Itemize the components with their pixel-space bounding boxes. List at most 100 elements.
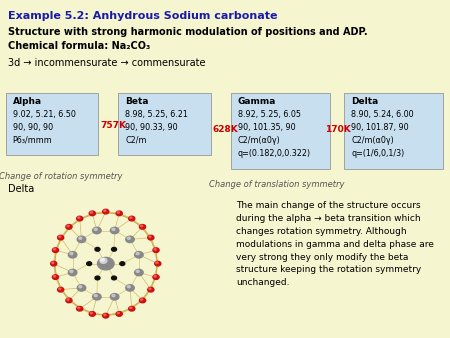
Text: C2/m(α0γ): C2/m(α0γ) bbox=[238, 136, 280, 145]
Circle shape bbox=[66, 224, 72, 229]
Text: 90, 90.33, 90: 90, 90.33, 90 bbox=[125, 123, 178, 132]
Circle shape bbox=[140, 298, 146, 303]
Circle shape bbox=[155, 261, 161, 266]
Circle shape bbox=[116, 312, 122, 316]
Circle shape bbox=[154, 275, 156, 277]
Circle shape bbox=[76, 307, 83, 311]
Circle shape bbox=[90, 212, 92, 213]
Text: Gamma: Gamma bbox=[238, 97, 276, 106]
Circle shape bbox=[67, 225, 69, 227]
FancyBboxPatch shape bbox=[231, 93, 330, 169]
Text: Example 5.2: Anhydrous Sodium carbonate: Example 5.2: Anhydrous Sodium carbonate bbox=[8, 11, 278, 21]
Circle shape bbox=[156, 262, 158, 264]
Text: 170K: 170K bbox=[325, 125, 351, 134]
Circle shape bbox=[130, 217, 132, 218]
Circle shape bbox=[153, 275, 159, 280]
FancyBboxPatch shape bbox=[6, 93, 98, 155]
Circle shape bbox=[79, 237, 82, 239]
Text: Delta: Delta bbox=[8, 184, 34, 194]
Circle shape bbox=[52, 275, 58, 280]
Circle shape bbox=[98, 258, 114, 270]
Circle shape bbox=[54, 248, 56, 250]
Circle shape bbox=[70, 270, 73, 272]
Circle shape bbox=[136, 252, 139, 255]
Circle shape bbox=[89, 211, 95, 216]
Circle shape bbox=[100, 258, 107, 263]
Circle shape bbox=[127, 286, 130, 288]
Text: q=(1/6,0,1/3): q=(1/6,0,1/3) bbox=[351, 149, 404, 158]
Circle shape bbox=[89, 312, 95, 316]
Circle shape bbox=[77, 285, 86, 291]
Circle shape bbox=[94, 294, 97, 297]
Circle shape bbox=[116, 211, 122, 216]
Text: The main change of the structure occurs
during the alpha → beta transition which: The main change of the structure occurs … bbox=[236, 201, 434, 287]
Circle shape bbox=[58, 287, 64, 292]
Circle shape bbox=[76, 216, 83, 221]
Circle shape bbox=[117, 212, 119, 213]
Text: Change of rotation symmetry: Change of rotation symmetry bbox=[0, 172, 122, 182]
Text: Alpha: Alpha bbox=[13, 97, 42, 106]
Circle shape bbox=[70, 252, 73, 255]
Circle shape bbox=[52, 262, 54, 264]
Circle shape bbox=[117, 312, 119, 314]
Circle shape bbox=[148, 235, 154, 240]
Circle shape bbox=[110, 227, 119, 234]
Circle shape bbox=[126, 285, 134, 291]
Text: C2/m(α0γ): C2/m(α0γ) bbox=[351, 136, 394, 145]
Circle shape bbox=[112, 247, 117, 251]
Circle shape bbox=[77, 236, 86, 243]
Circle shape bbox=[153, 248, 159, 252]
Circle shape bbox=[104, 210, 106, 212]
Circle shape bbox=[90, 312, 92, 314]
Circle shape bbox=[93, 294, 101, 300]
Circle shape bbox=[66, 298, 72, 303]
Circle shape bbox=[112, 294, 115, 297]
Text: 8.92, 5.25, 6.05: 8.92, 5.25, 6.05 bbox=[238, 110, 301, 119]
Text: Delta: Delta bbox=[351, 97, 378, 106]
Circle shape bbox=[79, 286, 82, 288]
Text: Structure with strong harmonic modulation of positions and ADP.: Structure with strong harmonic modulatio… bbox=[8, 27, 368, 37]
Circle shape bbox=[149, 288, 151, 290]
Text: 8.90, 5.24, 6.00: 8.90, 5.24, 6.00 bbox=[351, 110, 414, 119]
Circle shape bbox=[140, 299, 143, 300]
Text: 3d → incommensurate → commensurate: 3d → incommensurate → commensurate bbox=[8, 58, 206, 68]
Text: Beta: Beta bbox=[125, 97, 148, 106]
Circle shape bbox=[87, 262, 92, 266]
Text: 90, 101.35, 90: 90, 101.35, 90 bbox=[238, 123, 295, 132]
Text: 90, 101.87, 90: 90, 101.87, 90 bbox=[351, 123, 409, 132]
Circle shape bbox=[149, 236, 151, 238]
Circle shape bbox=[103, 209, 109, 214]
Circle shape bbox=[50, 261, 57, 266]
Circle shape bbox=[101, 259, 104, 261]
Circle shape bbox=[140, 225, 143, 227]
Circle shape bbox=[58, 236, 61, 238]
Circle shape bbox=[129, 307, 135, 311]
Circle shape bbox=[135, 251, 143, 258]
Circle shape bbox=[95, 276, 100, 280]
Text: P6₃/mmm: P6₃/mmm bbox=[13, 136, 52, 145]
Circle shape bbox=[95, 247, 100, 251]
Circle shape bbox=[140, 224, 146, 229]
Text: C2/m: C2/m bbox=[125, 136, 147, 145]
Circle shape bbox=[110, 294, 119, 300]
Circle shape bbox=[104, 314, 106, 316]
Circle shape bbox=[135, 269, 143, 276]
Circle shape bbox=[78, 307, 80, 309]
Text: Chemical formula: Na₂CO₃: Chemical formula: Na₂CO₃ bbox=[8, 41, 150, 51]
Circle shape bbox=[94, 228, 97, 231]
Circle shape bbox=[127, 237, 130, 239]
Circle shape bbox=[93, 227, 101, 234]
Circle shape bbox=[154, 248, 156, 250]
Circle shape bbox=[103, 313, 109, 318]
Circle shape bbox=[78, 217, 80, 218]
Circle shape bbox=[58, 288, 61, 290]
Text: 90, 90, 90: 90, 90, 90 bbox=[13, 123, 53, 132]
Text: Change of translation symmetry: Change of translation symmetry bbox=[209, 180, 345, 189]
Circle shape bbox=[112, 228, 115, 231]
Circle shape bbox=[130, 307, 132, 309]
Circle shape bbox=[52, 248, 58, 252]
FancyBboxPatch shape bbox=[118, 93, 211, 155]
Circle shape bbox=[126, 236, 134, 243]
Circle shape bbox=[58, 235, 64, 240]
Circle shape bbox=[54, 275, 56, 277]
